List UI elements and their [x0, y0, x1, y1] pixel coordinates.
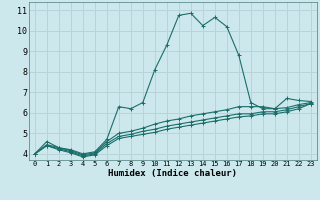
X-axis label: Humidex (Indice chaleur): Humidex (Indice chaleur) [108, 169, 237, 178]
